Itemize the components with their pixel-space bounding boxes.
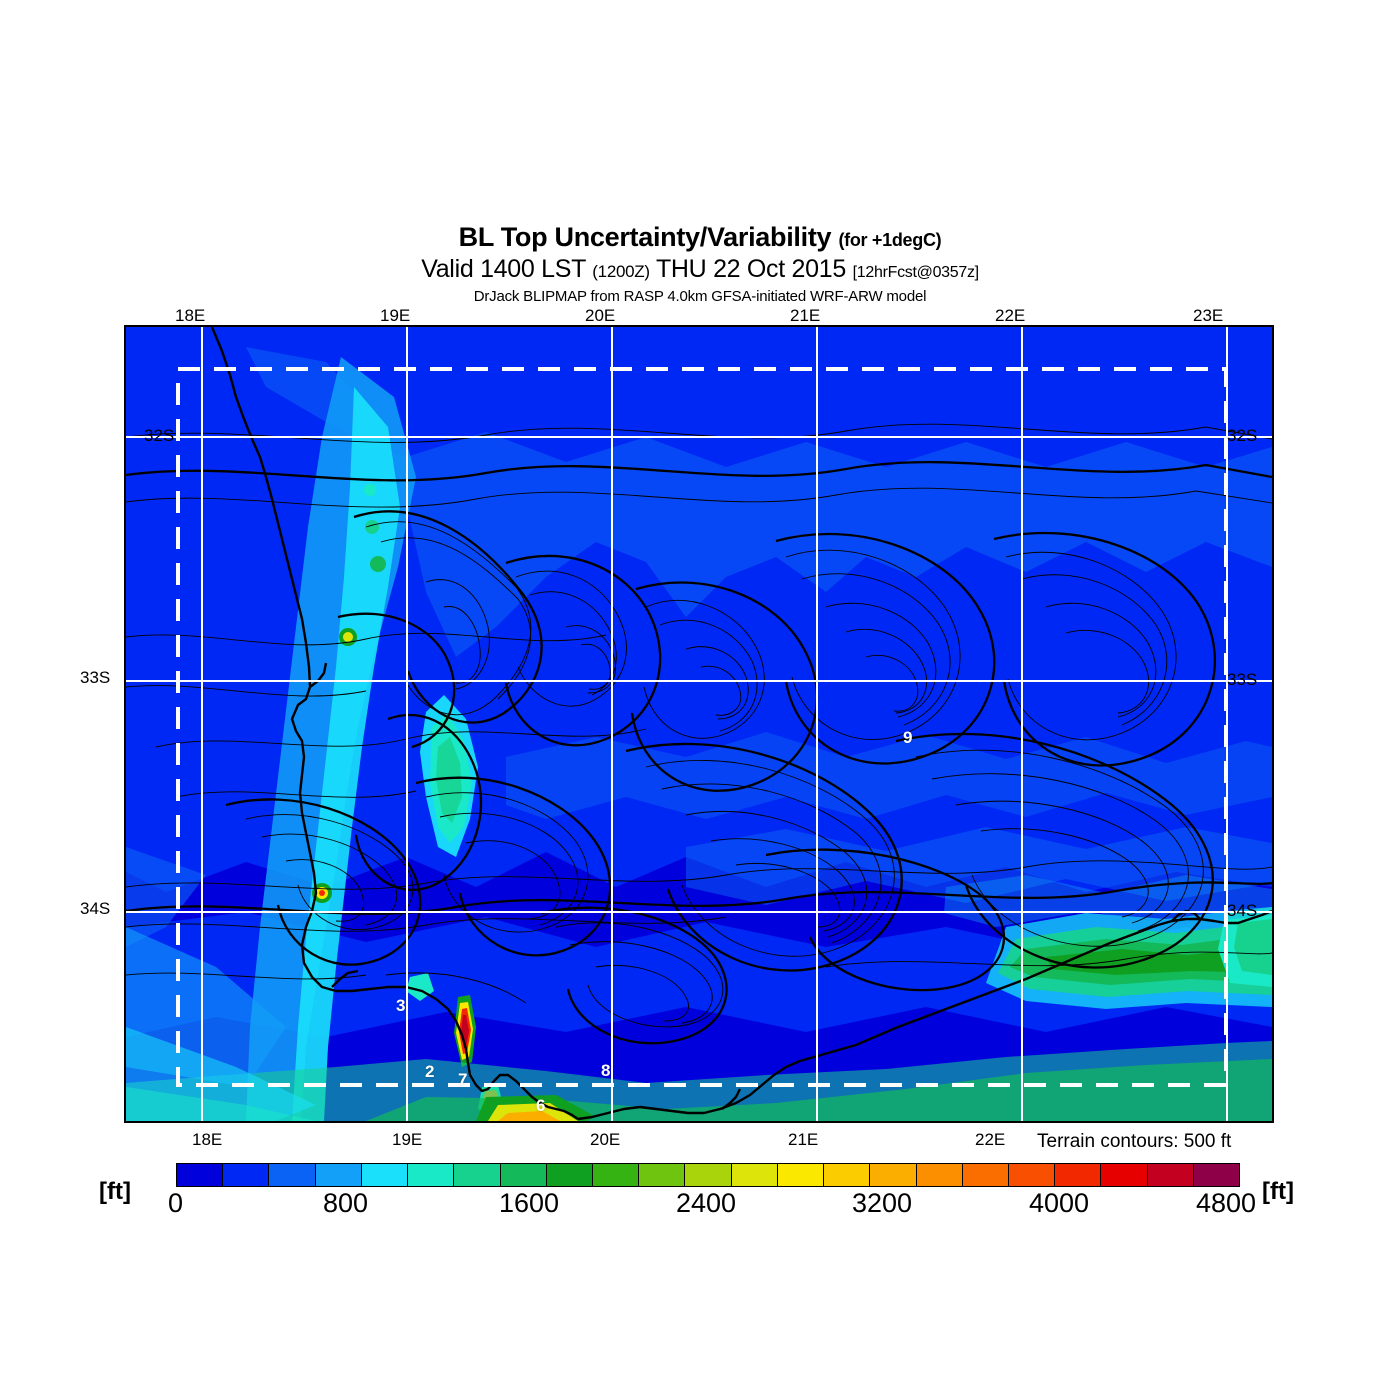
- top-axis-label-18e: 18E: [175, 306, 206, 325]
- colorbar-tick-1600: 1600: [499, 1188, 560, 1218]
- colorbar-swatch-22: [1193, 1164, 1240, 1186]
- bottom-axis-label-20e: 20E: [590, 1130, 621, 1149]
- hotspot-group-west: [312, 484, 386, 903]
- colorbar-swatch-20: [1101, 1164, 1148, 1186]
- colorbar-swatch-17: [962, 1164, 1009, 1186]
- valid-local-time: Valid 1400 LST: [421, 255, 586, 283]
- colorbar-swatch-11: [685, 1164, 732, 1186]
- colorbar[interactable]: [176, 1163, 1240, 1187]
- top-axis-label-22e: 22E: [995, 306, 1026, 325]
- waypoint-marker-9[interactable]: 9: [903, 728, 913, 747]
- colorbar-swatch-15: [870, 1164, 917, 1186]
- forecast-hour: [12hrFcst@0357z]: [852, 264, 979, 281]
- bottom-axis-label-18e: 18E: [192, 1130, 223, 1149]
- colorbar-swatch-0: [177, 1164, 224, 1186]
- colorbar-swatch-5: [408, 1164, 455, 1186]
- inner-label-32s-left: 32S: [144, 426, 175, 445]
- colorbar-swatch-1: [223, 1164, 270, 1186]
- model-source-line: DrJack BLIPMAP from RASP 4.0km GFSA-init…: [473, 288, 927, 305]
- colorbar-swatch-6: [454, 1164, 501, 1186]
- inner-label-34s-right: 34S: [1227, 901, 1258, 920]
- colorbar-tick-4000: 4000: [1029, 1188, 1090, 1218]
- waypoint-marker-6[interactable]: 6: [536, 1096, 546, 1115]
- top-axis-label-23e: 23E: [1193, 306, 1224, 325]
- top-axis-label-20e: 20E: [585, 306, 616, 325]
- contour-fill-layer: [126, 327, 1272, 1121]
- bottom-axis-label-21e: 21E: [788, 1130, 819, 1149]
- colorbar-swatch-14: [824, 1164, 871, 1186]
- waypoint-marker-8[interactable]: 8: [601, 1061, 611, 1080]
- colorbar-swatch-16: [916, 1164, 963, 1186]
- colorbar-tick-800: 800: [323, 1188, 369, 1218]
- bottom-axis-label-22e: 22E: [975, 1130, 1006, 1149]
- terrain-contour-layer: [126, 423, 1272, 1028]
- colorbar-swatch-12: [731, 1164, 778, 1186]
- colorbar-tick-2400: 2400: [676, 1188, 737, 1218]
- colorbar-unit-left: [ft]: [99, 1178, 131, 1205]
- waypoint-marker-7[interactable]: 7: [458, 1070, 468, 1089]
- valid-zulu-time: (1200Z): [592, 262, 650, 281]
- colorbar-unit-right: [ft]: [1262, 1178, 1294, 1205]
- colorbar-swatch-19: [1055, 1164, 1102, 1186]
- colorbar-swatch-7: [500, 1164, 547, 1186]
- valid-date: THU 22 Oct 2015: [655, 255, 846, 283]
- title-suffix-text: (for +1degC): [838, 230, 942, 250]
- colorbar-swatch-2: [269, 1164, 316, 1186]
- colorbar-swatch-4: [361, 1164, 409, 1186]
- colorbar-swatch-8: [546, 1164, 593, 1186]
- colorbar-swatch-10: [639, 1164, 686, 1186]
- map-canvas: [126, 327, 1272, 1121]
- terrain-contour-note: Terrain contours: 500 ft: [1037, 1131, 1232, 1152]
- colorbar-swatch-3: [315, 1164, 362, 1186]
- title-main-text: BL Top Uncertainty/Variability: [458, 222, 832, 252]
- domain-boundary-box: [176, 367, 1228, 1087]
- colorbar-tick-3200: 3200: [852, 1188, 913, 1218]
- colorbar-tick-4800: 4800: [1196, 1188, 1257, 1218]
- waypoint-marker-3[interactable]: 3: [396, 996, 406, 1015]
- waypoint-marker-2[interactable]: 2: [425, 1062, 435, 1081]
- top-axis-label-19e: 19E: [380, 306, 411, 325]
- inner-label-32s-right: 32S: [1227, 426, 1258, 445]
- left-axis-label-34s: 34S: [80, 899, 111, 918]
- title-block: BL Top Uncertainty/Variability (for +1de…: [0, 222, 1400, 307]
- colorbar-swatch-18: [1008, 1164, 1056, 1186]
- colorbar-swatch-13: [777, 1164, 825, 1186]
- colorbar-swatch-21: [1147, 1164, 1194, 1186]
- page-title: BL Top Uncertainty/Variability (for +1de…: [0, 222, 1400, 255]
- top-axis-label-21e: 21E: [790, 306, 821, 325]
- valid-time-line: Valid 1400 LST (1200Z) THU 22 Oct 2015 […: [0, 255, 1400, 287]
- weather-map[interactable]: 1 2 3 4 5 6 7 8 9 10 32S 32S 33S 34S: [124, 325, 1274, 1123]
- inner-label-33s-right: 33S: [1227, 670, 1258, 689]
- colorbar-tick-0: 0: [168, 1188, 184, 1218]
- bottom-axis-label-19e: 19E: [392, 1130, 423, 1149]
- left-axis-label-33s: 33S: [80, 668, 111, 687]
- colorbar-swatch-9: [592, 1164, 640, 1186]
